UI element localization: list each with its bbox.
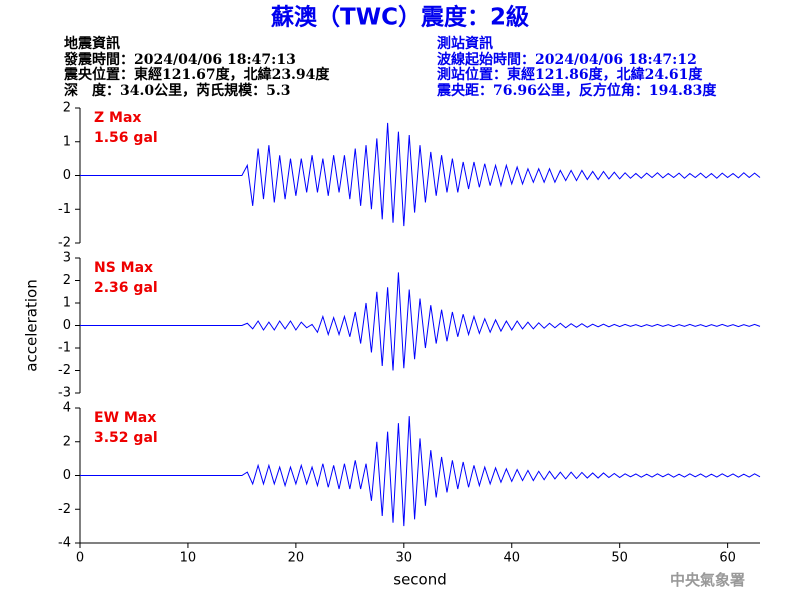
annotation: 1.56 gal bbox=[94, 130, 158, 146]
x-axis-label: second bbox=[393, 571, 447, 589]
info-left: 地震資訊 bbox=[64, 35, 120, 52]
y-tick-label: 2 bbox=[63, 434, 71, 449]
x-tick-label: 20 bbox=[288, 551, 305, 566]
annotation: 3.52 gal bbox=[94, 430, 158, 446]
waveform bbox=[80, 122, 761, 227]
x-tick-label: 30 bbox=[396, 551, 413, 566]
y-axis-label: acceleration bbox=[23, 279, 41, 371]
info-left: 深 度：34.0公里，芮氏規模：5.3 bbox=[64, 82, 290, 99]
y-tick-label: -1 bbox=[58, 202, 71, 217]
info-right: 測站位置：東經121.86度，北緯24.61度 bbox=[437, 66, 703, 83]
y-tick-label: 1 bbox=[63, 134, 71, 149]
annotation: NS Max bbox=[94, 260, 153, 276]
y-tick-label: -2 bbox=[58, 236, 71, 251]
x-tick-label: 50 bbox=[611, 551, 628, 566]
x-tick-label: 0 bbox=[76, 551, 84, 566]
info-left: 震央位置：東經121.67度，北緯23.94度 bbox=[63, 66, 330, 83]
title: 蘇澳（TWC）震度：2級 bbox=[270, 4, 529, 31]
info-right: 測站資訊 bbox=[437, 35, 493, 52]
y-tick-label: -4 bbox=[58, 536, 71, 551]
y-tick-label: 2 bbox=[63, 101, 71, 116]
y-tick-label: -3 bbox=[58, 386, 71, 401]
y-tick-label: -1 bbox=[58, 341, 71, 356]
x-tick-label: 40 bbox=[503, 551, 520, 566]
info-right: 震央距：76.96公里，反方位角：194.83度 bbox=[436, 82, 717, 99]
y-tick-label: 0 bbox=[63, 318, 71, 333]
waveform bbox=[80, 272, 761, 371]
y-tick-label: 0 bbox=[63, 168, 71, 183]
y-tick-label: 4 bbox=[63, 401, 71, 416]
annotation: EW Max bbox=[94, 410, 156, 426]
y-tick-label: -2 bbox=[58, 502, 71, 517]
y-tick-label: 3 bbox=[63, 251, 71, 266]
annotation: 2.36 gal bbox=[94, 280, 158, 296]
info-left: 發震時間：2024/04/06 18:47:13 bbox=[63, 51, 296, 68]
annotation: Z Max bbox=[94, 110, 141, 126]
x-tick-label: 60 bbox=[719, 551, 736, 566]
y-tick-label: -2 bbox=[58, 363, 71, 378]
footer: 中央氣象署 bbox=[670, 571, 745, 589]
waveform bbox=[80, 416, 761, 527]
x-tick-label: 10 bbox=[180, 551, 197, 566]
info-right: 波線起始時間：2024/04/06 18:47:12 bbox=[437, 51, 697, 68]
y-tick-label: 1 bbox=[63, 296, 71, 311]
y-tick-label: 0 bbox=[63, 468, 71, 483]
y-tick-label: 2 bbox=[63, 273, 71, 288]
